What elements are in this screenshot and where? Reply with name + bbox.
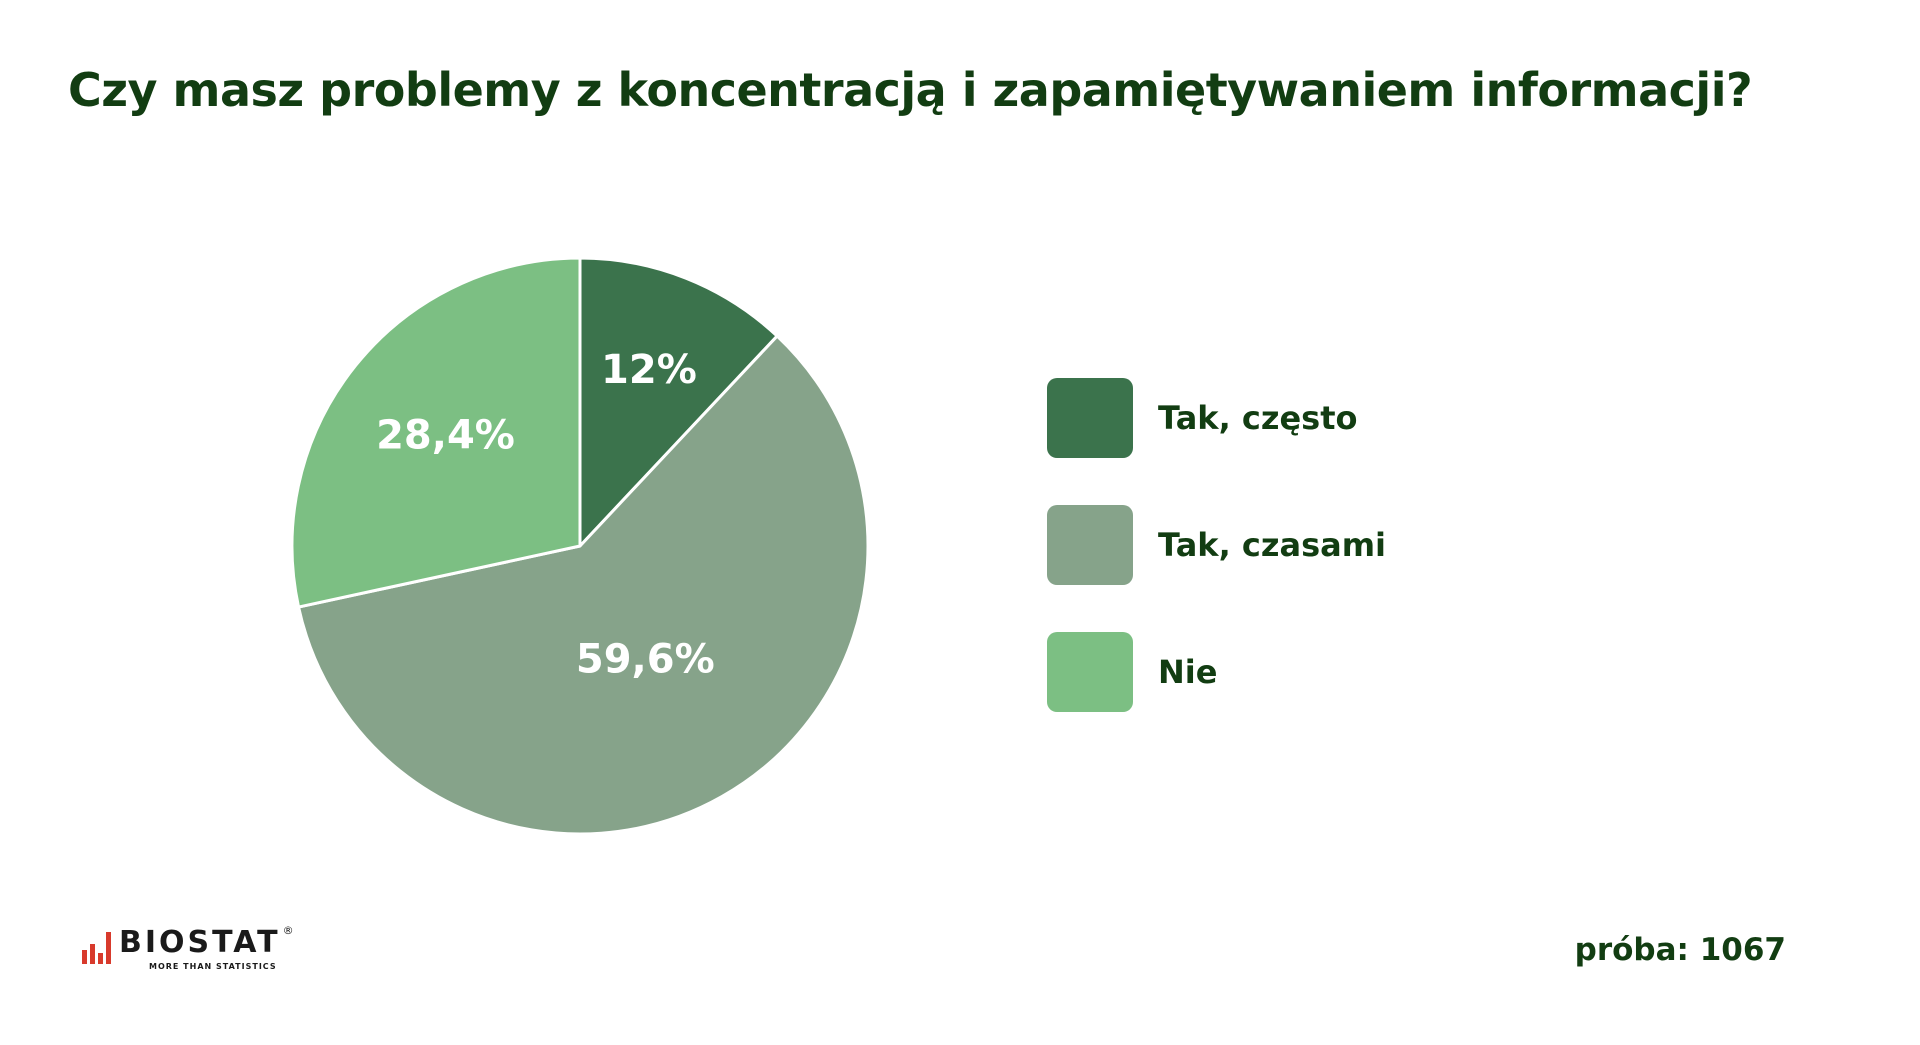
logo-tagline: MORE THAN STATISTICS	[149, 962, 277, 971]
pie-label-nie: 28,4%	[376, 413, 515, 459]
chart-title: Czy masz problemy z koncentracją i zapam…	[68, 63, 1753, 117]
legend-item-tak-czasami: Tak, czasami	[1047, 505, 1386, 585]
legend: Tak, często Tak, czasami Nie	[1047, 378, 1386, 759]
logo-name: BIOSTAT	[119, 925, 281, 960]
biostat-logo: BIOSTAT MORE THAN STATISTICS ®	[82, 924, 294, 971]
registered-mark: ®	[282, 924, 294, 937]
legend-label-nie: Nie	[1158, 653, 1218, 691]
legend-item-tak-czesto: Tak, często	[1047, 378, 1386, 458]
legend-swatch-tak-czasami	[1047, 505, 1133, 585]
sample-size: próba: 1067	[1574, 932, 1786, 968]
pie-slice-tak-czasami	[297, 334, 870, 836]
pie-slice-tak-czesto	[578, 256, 779, 548]
legend-swatch-nie	[1047, 632, 1133, 712]
legend-label-tak-czasami: Tak, czasami	[1158, 526, 1387, 564]
legend-swatch-tak-czesto	[1047, 378, 1133, 458]
pie-slices	[290, 256, 870, 836]
bar-chart-icon	[82, 930, 111, 964]
legend-label-tak-czesto: Tak, często	[1158, 399, 1358, 437]
pie-label-tak-czesto: 12%	[601, 347, 697, 393]
pie-label-tak-czasami: 59,6%	[576, 636, 715, 682]
legend-item-nie: Nie	[1047, 632, 1386, 712]
pie-labels: 12% 59,6% 28,4%	[376, 347, 715, 682]
pie-slice-nie	[290, 256, 582, 609]
